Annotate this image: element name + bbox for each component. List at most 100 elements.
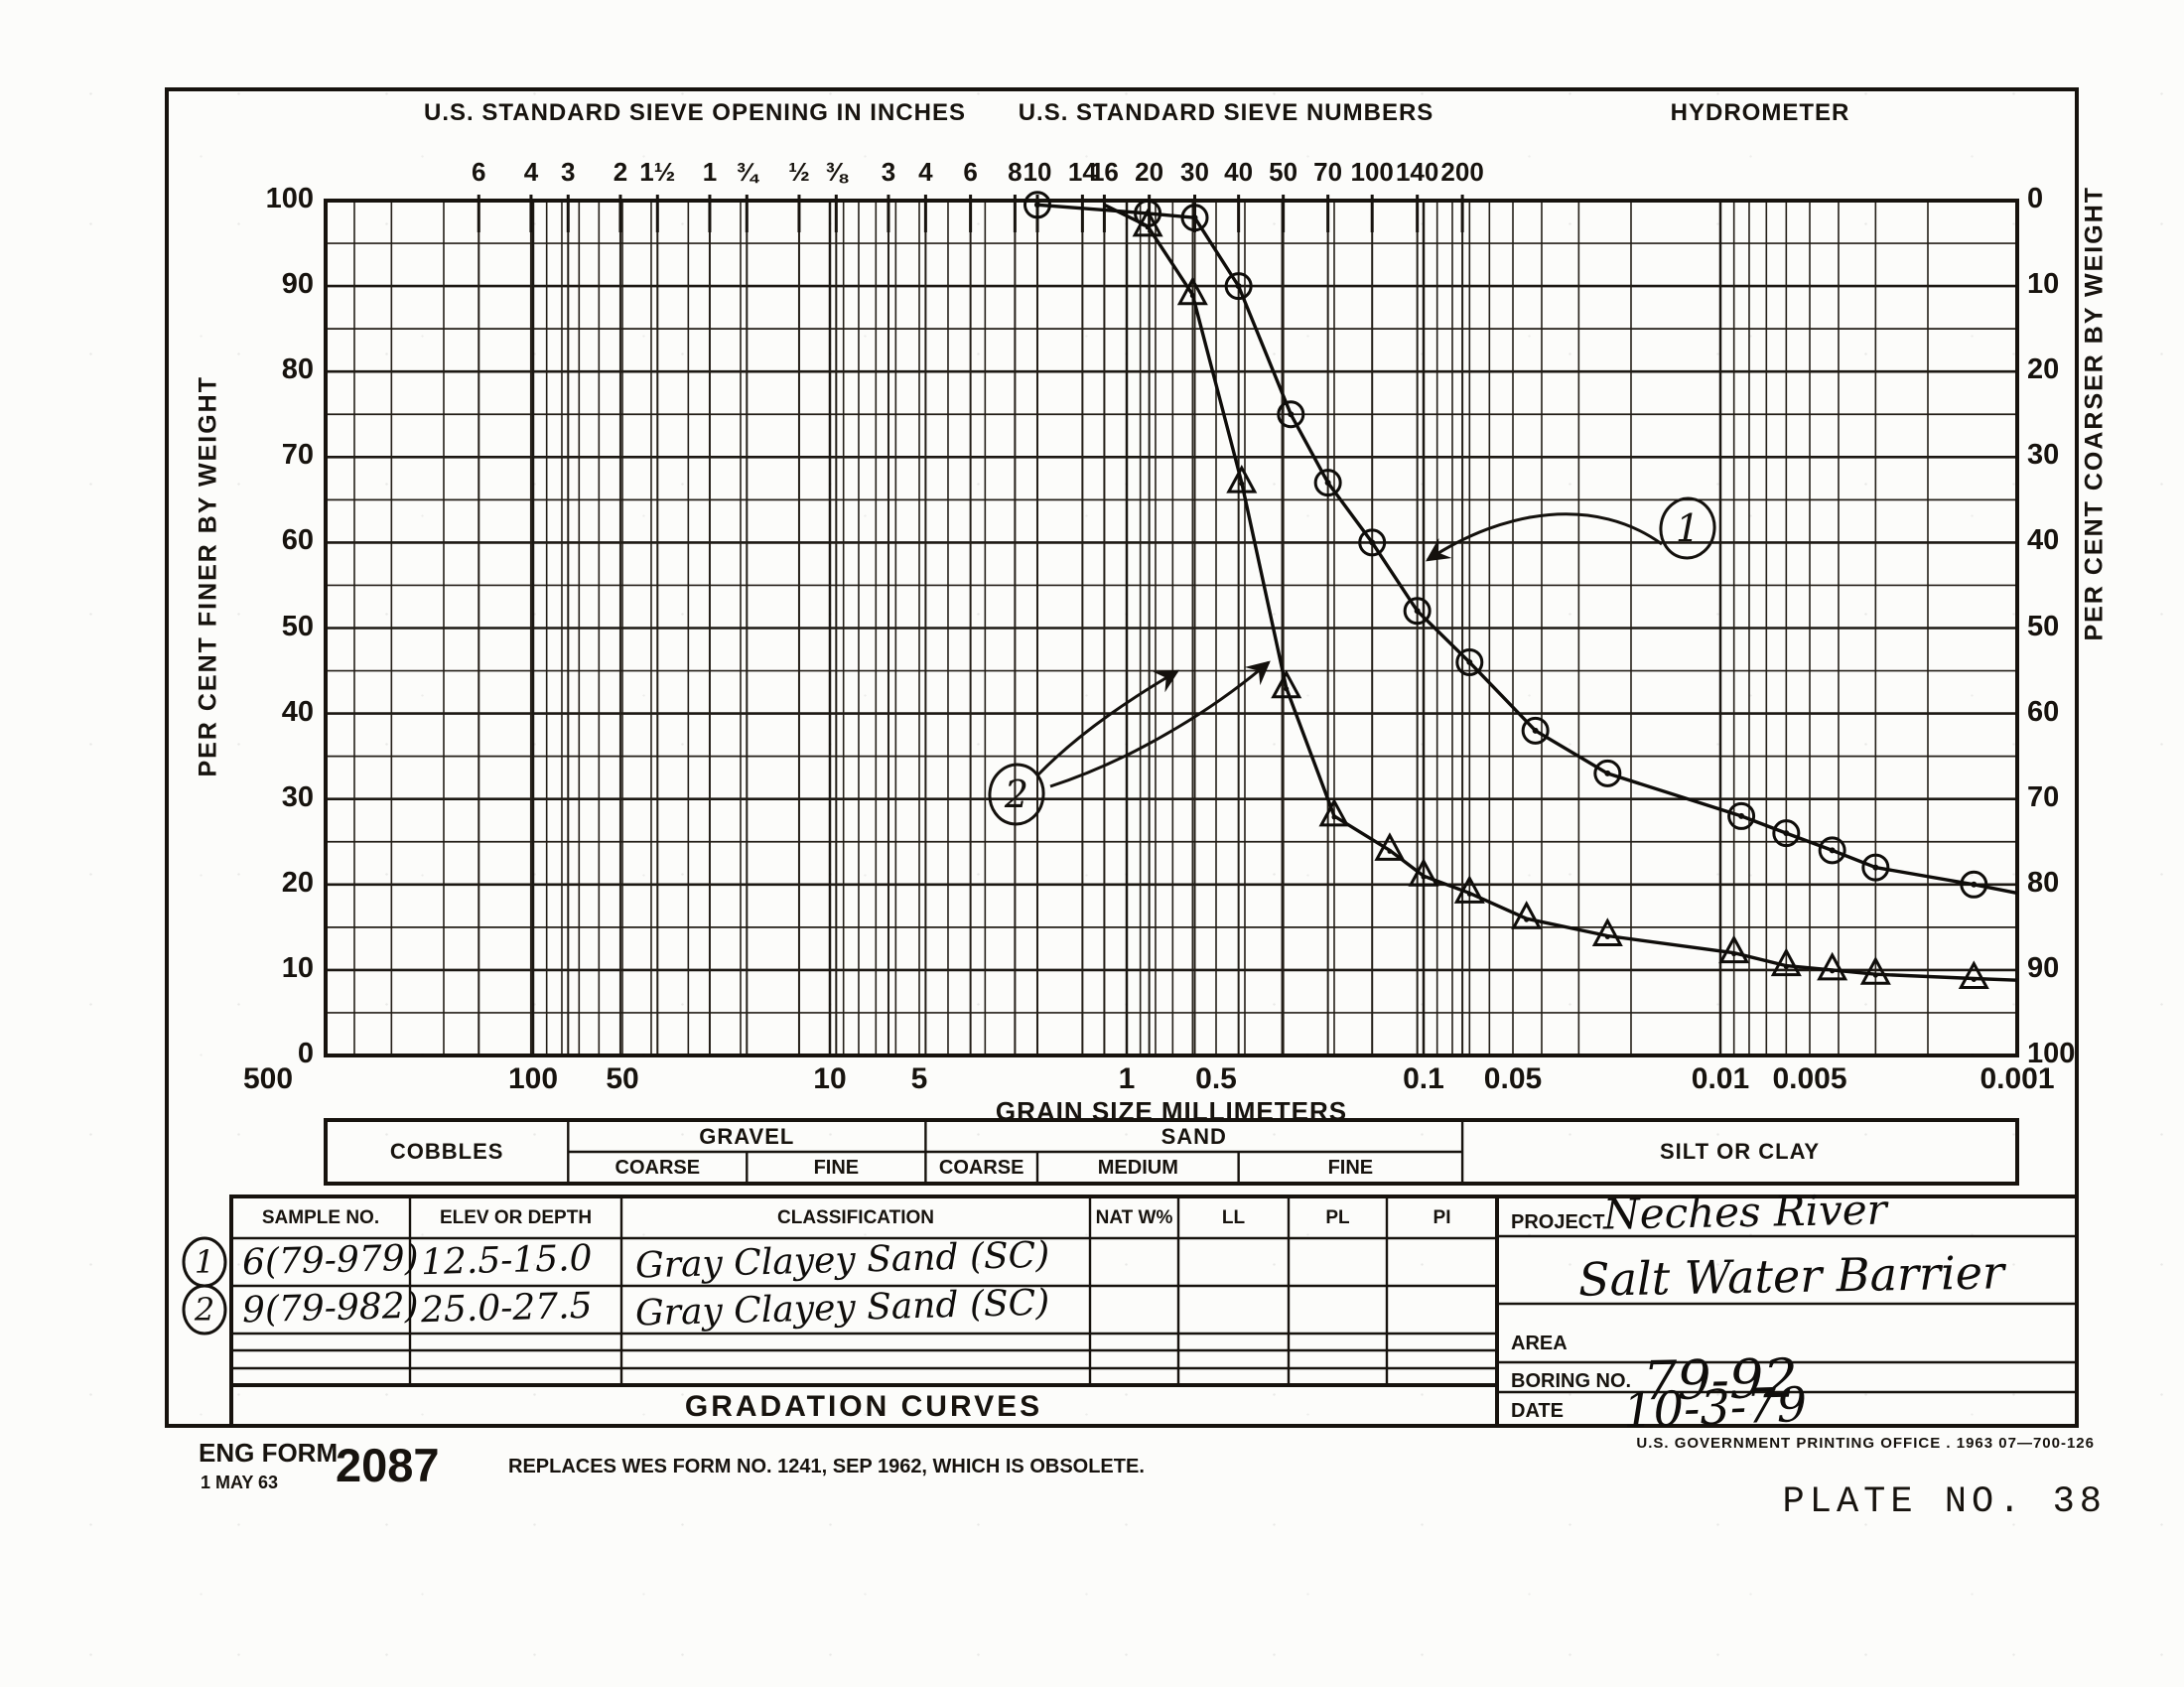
curve-callouts: 12: [988, 496, 1716, 826]
triangle-marker: [1958, 960, 1989, 990]
y-right-tick-label: 40: [2027, 524, 2060, 557]
circle-marker: [1023, 191, 1051, 219]
svg-text:2: 2: [194, 1291, 214, 1329]
y-right-tick-label: 60: [2027, 695, 2060, 728]
y-left-tick-label: 50: [281, 610, 314, 642]
classification-bands: [324, 1118, 2019, 1186]
gradation-curve-2: [1103, 203, 2018, 990]
svg-text:1: 1: [195, 1243, 214, 1281]
band-sub-label: MEDIUM: [1097, 1157, 1178, 1179]
callout-badge-1: [1659, 496, 1716, 560]
sieve-label: 70: [1313, 157, 1343, 187]
table-header-3: NAT W%: [1095, 1207, 1173, 1228]
x-tick-label: 0.1: [1403, 1062, 1444, 1095]
y-axis-left-caption: PER CENT FINER BY WEIGHT: [194, 374, 222, 777]
form-name: ENG FORM: [199, 1438, 339, 1468]
triangle-marker: [1591, 917, 1623, 946]
sheet-title: GRADATION CURVES: [684, 1390, 1043, 1423]
triangle-marker: [1817, 951, 1848, 981]
sieve-label: 1½: [639, 157, 676, 187]
circle-marker: [1960, 870, 1988, 899]
circle-marker: [1861, 853, 1890, 882]
y-right-tick-label: 10: [2027, 268, 2060, 301]
triangle-marker: [1132, 208, 1163, 237]
date-label: DATE: [1511, 1400, 1564, 1422]
sieve-label: 8: [1008, 157, 1023, 187]
circle-marker: [1455, 647, 1484, 676]
y-left-tick-label: 100: [265, 183, 314, 214]
project-label: PROJECT: [1511, 1211, 1605, 1233]
y-right-tick-label: 0: [2027, 183, 2044, 214]
replaces-note: REPLACES WES FORM NO. 1241, SEP 1962, WH…: [508, 1456, 1145, 1477]
table-header-1: ELEV OR DEPTH: [439, 1207, 593, 1228]
y-left-tick-label: 0: [297, 1038, 314, 1069]
x-tick-label: 10: [813, 1062, 847, 1095]
x-tick-label: 1: [1118, 1062, 1136, 1095]
triangle-marker: [1408, 858, 1439, 887]
x-axis-caption: GRAIN SIZE MILLIMETERS: [995, 1096, 1348, 1126]
circle-marker: [1403, 597, 1432, 626]
y-left-tick-label: 70: [281, 439, 314, 472]
sieve-label: 6: [963, 157, 978, 187]
y-left-tick-label: 20: [281, 866, 314, 899]
project-value-line2: Salt Water Barrier: [1577, 1245, 2005, 1307]
sieve-label: 200: [1440, 157, 1484, 187]
svg-text:2: 2: [1004, 773, 1028, 816]
header-hydrometer: HYDROMETER: [1670, 99, 1850, 126]
circle-marker: [1313, 469, 1342, 497]
sieve-label: 50: [1269, 157, 1298, 187]
circle-marker: [1224, 272, 1253, 301]
y-left-tick-label: 60: [281, 524, 314, 557]
form-number: 2087: [336, 1439, 440, 1491]
svg-text:1: 1: [1676, 506, 1700, 550]
circle-marker: [1358, 528, 1387, 557]
header-sieve-numbers: U.S. STANDARD SIEVE NUMBERS: [1018, 99, 1434, 126]
band-sub-label: COARSE: [938, 1157, 1024, 1179]
y-right-tick-label: 50: [2027, 610, 2060, 642]
sieve-label: 14: [1067, 157, 1097, 187]
sieve-label: 1: [702, 157, 718, 187]
triangle-marker: [1859, 956, 1891, 985]
x-tick-label: 500: [242, 1062, 294, 1095]
y-left-tick-label: 40: [281, 695, 314, 728]
table-header-6: PI: [1433, 1207, 1451, 1228]
circle-marker: [1521, 716, 1550, 745]
date-value: 10-3-79: [1622, 1376, 1809, 1440]
sieve-label: 16: [1089, 157, 1119, 187]
chart-grid: [326, 201, 2017, 1055]
sieve-label: 30: [1180, 157, 1209, 187]
band-sub-label: FINE: [1327, 1157, 1374, 1179]
x-tick-label: 0.05: [1483, 1062, 1543, 1095]
y-right-tick-label: 70: [2027, 780, 2060, 813]
circle-marker: [1593, 759, 1622, 787]
triangle-marker: [1176, 276, 1208, 306]
y-left-tick-label: 80: [281, 353, 314, 386]
table-header-4: LL: [1221, 1207, 1246, 1228]
sieve-label: 40: [1224, 157, 1254, 187]
sample-table: 12: [182, 1195, 1499, 1428]
circle-marker: [1772, 819, 1801, 848]
table-header-5: PL: [1325, 1207, 1350, 1228]
table-cell: 12.5-15.0: [420, 1237, 593, 1284]
y-right-tick-label: 20: [2027, 353, 2060, 386]
project-value-line1: Neches River: [1602, 1185, 1888, 1239]
plate-number: PLATE NO. 38: [1782, 1481, 2107, 1523]
x-tick-label: 0.5: [1195, 1062, 1237, 1095]
band-sub-label: FINE: [813, 1157, 860, 1179]
sieve-label: 2: [613, 157, 628, 187]
table-header-0: SAMPLE NO.: [261, 1207, 380, 1228]
y-right-tick-label: 30: [2027, 439, 2060, 472]
circle-marker: [1277, 400, 1305, 429]
sieve-label: 3: [561, 157, 576, 187]
sieve-label: 20: [1135, 157, 1164, 187]
circle-marker: [1180, 204, 1209, 232]
table-cell: 25.0-27.5: [420, 1285, 593, 1332]
x-tick-label: 0.005: [1772, 1062, 1847, 1095]
sieve-label: 4: [918, 157, 933, 187]
circle-marker: [1818, 836, 1846, 865]
callout-badge-2: [988, 763, 1045, 826]
triangle-marker: [1374, 832, 1406, 861]
sieve-label: 3: [881, 157, 896, 187]
sieve-label: 6: [472, 157, 486, 187]
